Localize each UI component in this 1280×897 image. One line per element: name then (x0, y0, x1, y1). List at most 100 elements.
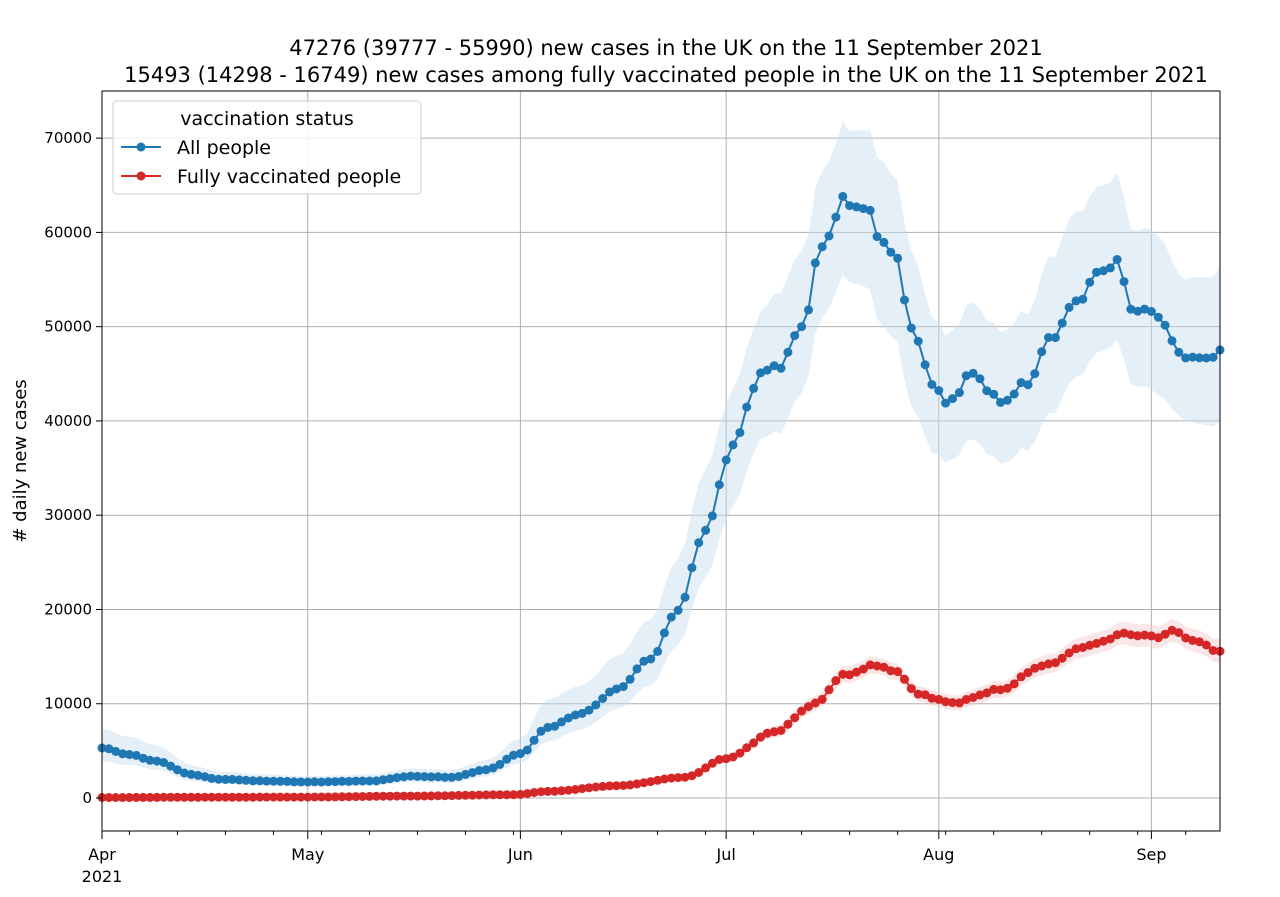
point-fully-vaccinated (461, 790, 470, 800)
point-all-people (323, 777, 333, 787)
point-fully-vaccinated (111, 793, 121, 802)
point-fully-vaccinated (591, 782, 601, 792)
point-fully-vaccinated (515, 789, 525, 799)
point-all-people (996, 397, 1005, 407)
point-all-people (659, 628, 669, 638)
point-fully-vaccinated (639, 778, 649, 788)
point-all-people (433, 772, 443, 782)
point-fully-vaccinated (749, 738, 759, 748)
point-all-people (447, 772, 457, 782)
point-all-people (886, 247, 896, 257)
point-all-people (721, 455, 731, 465)
point-all-people (234, 775, 244, 785)
point-fully-vaccinated (941, 697, 951, 707)
point-fully-vaccinated (385, 791, 395, 801)
point-all-people (310, 777, 320, 787)
point-all-people (790, 331, 800, 341)
point-fully-vaccinated (550, 786, 560, 796)
point-all-people (399, 772, 409, 782)
point-fully-vaccinated (118, 793, 128, 802)
point-fully-vaccinated (522, 789, 532, 799)
point-all-people (282, 776, 292, 786)
point-fully-vaccinated (975, 690, 985, 700)
y-axis: 0 10000 20000 30000 40000 50000 60000 70000 (44, 129, 102, 807)
point-fully-vaccinated (124, 793, 134, 802)
point-fully-vaccinated (207, 792, 217, 802)
point-fully-vaccinated (179, 792, 189, 802)
x-tick-sublabel: 2021 (82, 867, 123, 886)
point-fully-vaccinated (1044, 659, 1053, 669)
point-fully-vaccinated (886, 666, 896, 676)
legend-item-all-people: All people (121, 137, 271, 159)
point-all-people (756, 368, 765, 378)
point-fully-vaccinated (570, 785, 580, 794)
point-all-people (893, 253, 903, 263)
point-all-people (694, 538, 704, 548)
point-fully-vaccinated (1009, 679, 1019, 689)
point-all-people (296, 777, 306, 787)
point-all-people (221, 774, 230, 784)
point-fully-vaccinated (1160, 629, 1170, 639)
point-all-people (872, 232, 882, 242)
point-all-people (1016, 378, 1026, 388)
point-all-people (831, 212, 841, 222)
point-all-people (1078, 294, 1088, 304)
series-points (97, 191, 1225, 802)
point-fully-vaccinated (584, 783, 594, 793)
point-all-people (124, 750, 134, 759)
point-fully-vaccinated (687, 771, 697, 781)
point-fully-vaccinated (1208, 646, 1218, 655)
point-all-people (1050, 333, 1060, 343)
point-fully-vaccinated (371, 791, 381, 801)
point-fully-vaccinated (474, 790, 484, 800)
point-fully-vaccinated (1037, 661, 1047, 671)
point-fully-vaccinated (879, 662, 889, 672)
point-all-people (824, 231, 834, 241)
point-all-people (426, 772, 436, 782)
legend: vaccination status All people Fully vacc… (112, 100, 422, 195)
point-all-people (1188, 352, 1198, 362)
point-fully-vaccinated (920, 690, 930, 700)
point-fully-vaccinated (1105, 634, 1115, 644)
point-fully-vaccinated (255, 792, 265, 802)
point-all-people (502, 754, 512, 764)
x-axis: Apr 2021 May Jun Jul Aug Sep (82, 831, 1187, 886)
point-all-people (481, 765, 491, 775)
point-all-people (200, 772, 210, 782)
point-fully-vaccinated (1174, 628, 1184, 638)
point-all-people (269, 776, 278, 786)
point-all-people (1181, 353, 1191, 363)
point-fully-vaccinated (618, 781, 628, 790)
point-all-people (365, 776, 374, 786)
point-fully-vaccinated (1167, 625, 1177, 635)
point-fully-vaccinated (454, 790, 464, 800)
point-fully-vaccinated (152, 792, 162, 802)
point-fully-vaccinated (221, 792, 230, 802)
point-all-people (1208, 352, 1218, 362)
point-fully-vaccinated (1140, 630, 1150, 640)
point-all-people (255, 776, 265, 786)
point-all-people (577, 708, 587, 718)
point-all-people (241, 775, 251, 785)
point-all-people (742, 402, 752, 412)
point-fully-vaccinated (351, 792, 361, 802)
point-fully-vaccinated (1153, 633, 1163, 643)
point-all-people (989, 389, 999, 399)
y-tick-label: 20000 (44, 600, 92, 618)
point-fully-vaccinated (1092, 638, 1101, 648)
point-fully-vaccinated (330, 792, 340, 802)
point-all-people (852, 202, 861, 212)
point-fully-vaccinated (166, 792, 176, 802)
point-all-people (954, 388, 964, 398)
point-fully-vaccinated (673, 773, 683, 783)
point-all-people (762, 365, 772, 375)
point-all-people (193, 770, 203, 780)
y-tick-label: 60000 (44, 223, 92, 241)
point-fully-vaccinated (776, 726, 786, 735)
point-fully-vaccinated (1085, 640, 1095, 650)
point-fully-vaccinated (1078, 643, 1088, 652)
x-tick-label: Jul (716, 845, 736, 864)
point-fully-vaccinated (598, 781, 608, 791)
x-tick-label: May (291, 845, 324, 864)
point-all-people (529, 735, 539, 745)
